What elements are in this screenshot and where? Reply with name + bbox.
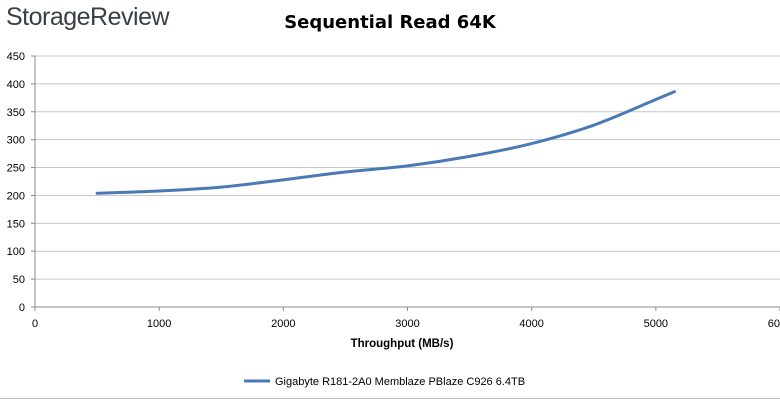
x-tick-label: 2000 [271, 318, 295, 330]
x-tick-label: 5000 [644, 318, 668, 330]
x-tick-label: 0 [32, 318, 38, 330]
series-line [95, 90, 676, 195]
y-tick-label: 50 [13, 274, 25, 286]
x-tick-label: 3000 [395, 318, 419, 330]
y-tick-label: 300 [7, 135, 25, 147]
y-tick-label: 200 [7, 190, 25, 202]
y-tick-label: 400 [7, 79, 25, 91]
y-tick-label: 450 [7, 51, 25, 63]
storagereview-logo: StorageReview [6, 3, 170, 31]
x-tick-label: 1000 [147, 318, 171, 330]
x-tick-label: 6000 [768, 318, 780, 330]
y-tick-label: 250 [7, 163, 25, 175]
y-tick-label: 350 [7, 107, 25, 119]
x-tick-label: 4000 [519, 318, 543, 330]
chart-title: Sequential Read 64K [284, 12, 496, 33]
y-tick-label: 0 [19, 302, 25, 314]
y-tick-label: 150 [7, 218, 25, 230]
y-tick-label: 100 [7, 246, 25, 258]
x-axis-title: Throughput (MB/s) [351, 338, 454, 350]
legend-label: Gigabyte R181-2A0 Memblaze PBlaze C926 6… [275, 376, 525, 388]
bottom-divider [0, 398, 780, 399]
